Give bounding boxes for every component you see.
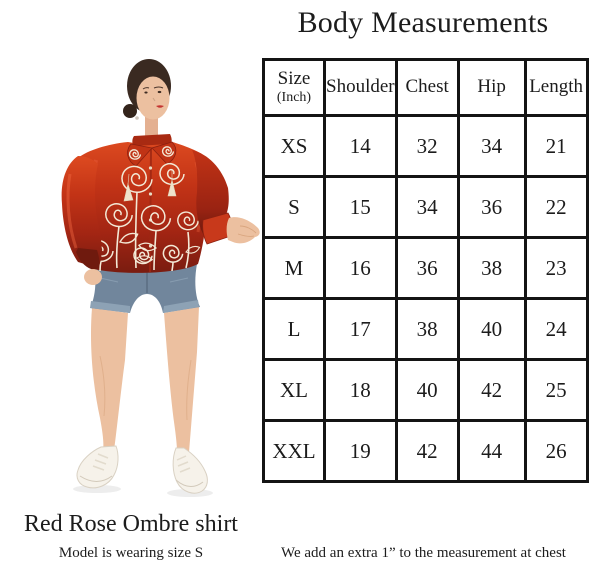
left-hand xyxy=(84,269,102,285)
shoulder-cell: 15 xyxy=(323,175,398,239)
lips xyxy=(156,105,164,108)
collar-tassels xyxy=(123,170,177,202)
measurements-table: Size (Inch) Shoulder Chest Hip Length XS… xyxy=(262,58,589,483)
hip-cell: 44 xyxy=(456,419,527,483)
table-row-l: L 17 38 40 24 xyxy=(262,297,589,361)
hip-cell: 36 xyxy=(456,175,527,239)
size-cell: M xyxy=(262,236,326,300)
col-header-hip: Hip xyxy=(456,58,527,117)
length-cell: 21 xyxy=(523,114,589,178)
col-header-chest: Chest xyxy=(394,58,460,117)
table-row-xs: XS 14 32 34 21 xyxy=(262,114,589,178)
rose-print xyxy=(88,162,201,272)
chest-measurement-footnote: We add an extra 1” to the measurement at… xyxy=(281,545,566,561)
length-cell: 25 xyxy=(523,358,589,422)
model-legs xyxy=(90,307,199,453)
model-head xyxy=(123,59,171,140)
col-header-length: Length xyxy=(523,58,589,117)
page-title: Body Measurements xyxy=(297,6,549,39)
right-sleeve xyxy=(192,150,260,245)
chest-cell: 42 xyxy=(394,419,460,483)
table-row-xl: XL 18 40 42 25 xyxy=(262,358,589,422)
size-cell: L xyxy=(262,297,326,361)
chest-cell: 40 xyxy=(394,358,460,422)
left-cuff xyxy=(76,248,100,270)
col-header-size-unit: (Inch) xyxy=(276,90,312,106)
hip-cell: 34 xyxy=(456,114,527,178)
white-sneakers xyxy=(76,445,208,494)
size-cell: XXL xyxy=(262,419,326,483)
length-cell: 23 xyxy=(523,236,589,300)
col-header-shoulder: Shoulder xyxy=(323,58,398,117)
hip-cell: 38 xyxy=(456,236,527,300)
table-row-s: S 15 34 36 22 xyxy=(262,175,589,239)
model-size-note: Model is wearing size S xyxy=(58,545,204,561)
shoulder-cell: 16 xyxy=(323,236,398,300)
col-header-size-main: Size xyxy=(277,68,311,90)
chest-cell: 38 xyxy=(394,297,460,361)
hip-cell: 40 xyxy=(456,297,527,361)
earring xyxy=(135,116,139,120)
chest-cell: 32 xyxy=(394,114,460,178)
shoulder-cell: 17 xyxy=(323,297,398,361)
chest-cell: 34 xyxy=(394,175,460,239)
size-cell: XS xyxy=(262,114,326,178)
model-photo xyxy=(61,59,260,497)
shoulder-cell: 18 xyxy=(323,358,398,422)
right-hand xyxy=(226,217,260,244)
table-row-m: M 16 36 38 23 xyxy=(262,236,589,300)
size-cell: XL xyxy=(262,358,326,422)
size-cell: S xyxy=(262,175,326,239)
length-cell: 26 xyxy=(523,419,589,483)
table-row-xxl: XXL 19 42 44 26 xyxy=(262,419,589,483)
shoulder-cell: 19 xyxy=(323,419,398,483)
length-cell: 24 xyxy=(523,297,589,361)
header-row: Size (Inch) Shoulder Chest Hip Length xyxy=(262,58,589,117)
product-name: Red Rose Ombre shirt xyxy=(24,511,238,537)
col-header-size: Size (Inch) xyxy=(262,58,326,117)
hair-bun xyxy=(123,104,137,118)
shoulder-cell: 14 xyxy=(323,114,398,178)
chest-cell: 36 xyxy=(394,236,460,300)
shirt-collar xyxy=(127,134,177,167)
left-sleeve xyxy=(61,156,102,285)
denim-shorts xyxy=(90,264,200,313)
hip-cell: 42 xyxy=(456,358,527,422)
length-cell: 22 xyxy=(523,175,589,239)
